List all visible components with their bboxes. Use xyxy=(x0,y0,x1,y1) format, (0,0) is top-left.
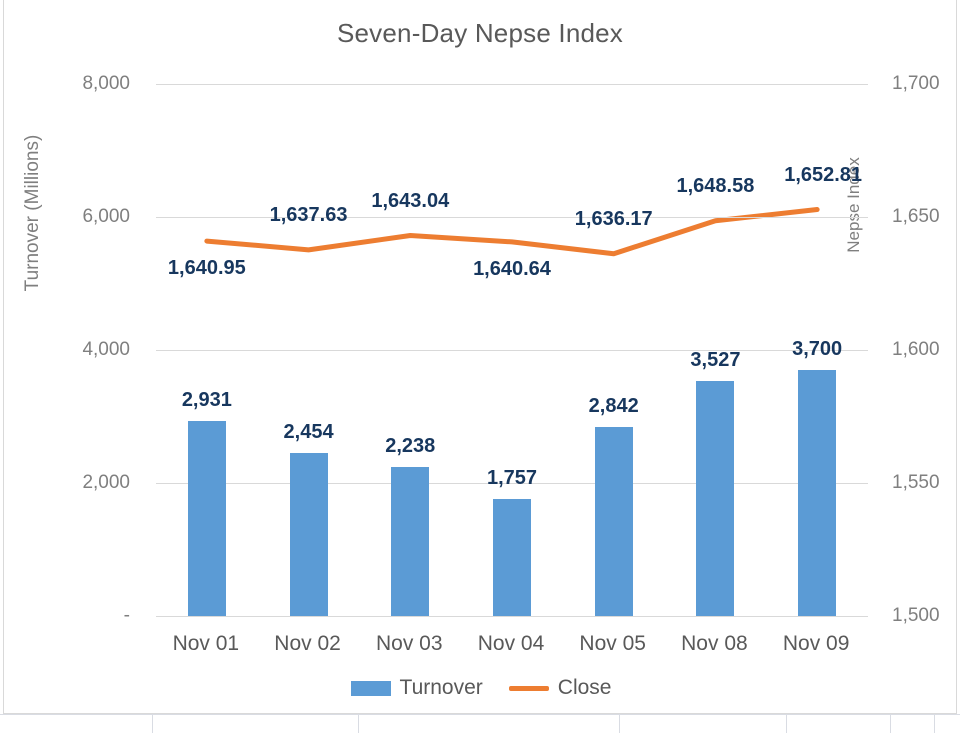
spreadsheet-column-line xyxy=(934,714,935,733)
x-axis-category-label: Nov 01 xyxy=(172,632,240,655)
line-data-label: 1,648.58 xyxy=(676,174,755,197)
bar-turnover[interactable] xyxy=(391,467,430,616)
line-data-label: 1,643.04 xyxy=(371,189,450,212)
line-swatch-icon xyxy=(508,685,549,691)
line-data-label: 1,637.63 xyxy=(269,203,348,226)
y-axis-tick-left: 6,000 xyxy=(82,206,130,227)
y-axis-tick-right: 1,700 xyxy=(892,73,940,94)
y-axis-tick-right: 1,500 xyxy=(892,605,940,626)
spreadsheet-column-line xyxy=(358,714,359,733)
line-data-label: 1,640.64 xyxy=(473,257,551,280)
chart-legend: Turnover Close xyxy=(4,676,958,700)
y-axis-tick-left: 2,000 xyxy=(82,472,130,493)
legend-item-close[interactable]: Close xyxy=(508,676,612,700)
line-data-label: 1,636.17 xyxy=(574,207,653,230)
y-axis-tick-right: 1,650 xyxy=(892,206,940,227)
x-axis-category-label: Nov 09 xyxy=(782,632,850,655)
bar-data-label: 1,757 xyxy=(486,467,538,490)
line-data-label: 1,652.81 xyxy=(784,163,863,186)
gridline xyxy=(156,84,868,85)
chart-object[interactable]: Seven-Day Nepse Index Turnover (Millions… xyxy=(3,0,957,714)
y-axis-tick-left: 4,000 xyxy=(82,339,130,360)
line-data-label: 1,640.95 xyxy=(167,257,246,280)
y-axis-tick-right: 1,600 xyxy=(892,339,940,360)
bar-data-label: 3,527 xyxy=(690,349,741,372)
bar-turnover[interactable] xyxy=(696,381,735,616)
bar-turnover[interactable] xyxy=(493,499,531,616)
gridline xyxy=(156,483,868,484)
bar-turnover[interactable] xyxy=(187,421,226,616)
legend-item-turnover[interactable]: Turnover xyxy=(350,676,483,700)
bar-turnover[interactable] xyxy=(594,427,633,616)
y-axis-tick-left: - xyxy=(123,605,130,626)
spreadsheet-column-line xyxy=(152,714,153,733)
bar-turnover[interactable] xyxy=(289,452,328,616)
bar-data-label: 3,700 xyxy=(792,337,843,360)
bar-data-label: 2,931 xyxy=(181,389,232,412)
chart-title: Seven-Day Nepse Index xyxy=(336,18,624,48)
bar-data-label: 2,842 xyxy=(588,395,639,417)
spreadsheet-column-line xyxy=(786,714,787,733)
gridline xyxy=(156,350,868,351)
gridline xyxy=(156,217,868,218)
x-axis-category-label: Nov 05 xyxy=(579,632,646,655)
x-axis-category-label: Nov 04 xyxy=(477,632,545,655)
bar-swatch-icon xyxy=(350,680,391,696)
x-axis-category-label: Nov 03 xyxy=(376,632,443,655)
x-axis-category-label: Nov 02 xyxy=(274,632,341,655)
plot-area: - 1,500 2,000 1,550 4,000 1,600 6,000 1,650 8,00… xyxy=(82,73,939,626)
y-axis-tick-left: 8,000 xyxy=(82,73,130,94)
close-line-series xyxy=(204,207,820,257)
spreadsheet-column-line xyxy=(890,714,891,733)
spreadsheet-column-line xyxy=(619,714,620,733)
bar-data-label: 2,454 xyxy=(283,420,334,443)
bar-data-label: 2,238 xyxy=(385,435,436,458)
x-axis-category-label: Nov 08 xyxy=(681,632,748,655)
y-axis-tick-right: 1,550 xyxy=(892,472,940,493)
spreadsheet-row-line xyxy=(0,714,960,715)
legend-label-turnover: Turnover xyxy=(399,676,483,699)
bar-turnover[interactable] xyxy=(798,369,837,616)
gridline xyxy=(156,616,868,617)
legend-label-close: Close xyxy=(557,676,612,699)
